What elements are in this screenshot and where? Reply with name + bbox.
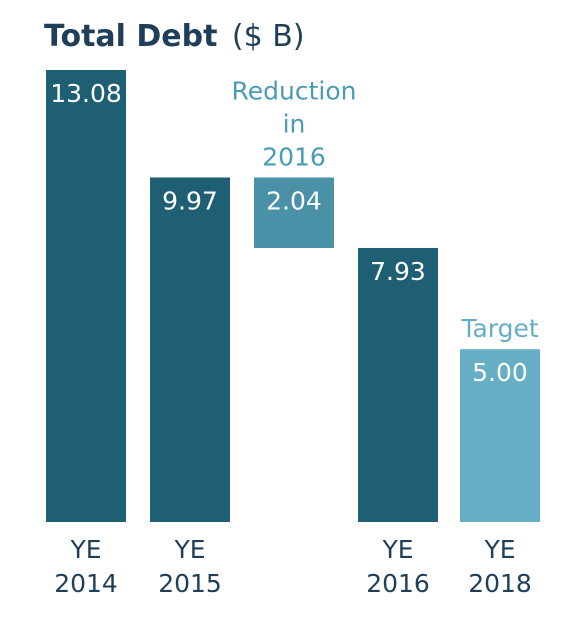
chart-title: Total Debt ($ B) bbox=[44, 19, 305, 54]
category-label-0-line1: YE bbox=[69, 535, 101, 564]
chart-title-unit: ($ B) bbox=[232, 19, 305, 54]
annotation-0-line-2: 2016 bbox=[262, 142, 326, 171]
bars-layer bbox=[46, 70, 540, 522]
bar-0 bbox=[46, 70, 126, 522]
value-label-4: 5.00 bbox=[472, 358, 528, 387]
annotation-0-line-1: in bbox=[283, 109, 306, 138]
chart-title-main: Total Debt bbox=[44, 19, 217, 54]
category-label-3-line1: YE bbox=[381, 535, 413, 564]
annotation-0-line-0: Reduction bbox=[232, 76, 357, 105]
category-label-1-line1: YE bbox=[173, 535, 205, 564]
value-label-0: 13.08 bbox=[50, 79, 122, 108]
value-label-1: 9.97 bbox=[162, 186, 218, 215]
category-label-3-line2: 2016 bbox=[366, 569, 430, 598]
value-label-3: 7.93 bbox=[370, 257, 426, 286]
annotations-layer: Reduction in 2016 Target bbox=[232, 76, 539, 343]
value-labels-layer: 13.08 9.97 2.04 7.93 5.00 bbox=[50, 79, 528, 387]
category-label-4-line2: 2018 bbox=[468, 569, 532, 598]
bar-1 bbox=[150, 177, 230, 522]
bar-3 bbox=[358, 247, 438, 522]
category-label-1-line2: 2015 bbox=[158, 569, 222, 598]
bar-2 bbox=[254, 177, 334, 248]
annotation-1-line-0: Target bbox=[460, 314, 539, 343]
category-labels-layer: YE 2014 YE 2015 YE 2016 YE 2018 bbox=[54, 535, 532, 598]
category-label-0-line2: 2014 bbox=[54, 569, 118, 598]
category-label-4-line1: YE bbox=[483, 535, 515, 564]
value-label-2: 2.04 bbox=[266, 186, 322, 215]
bar-4 bbox=[460, 349, 540, 522]
